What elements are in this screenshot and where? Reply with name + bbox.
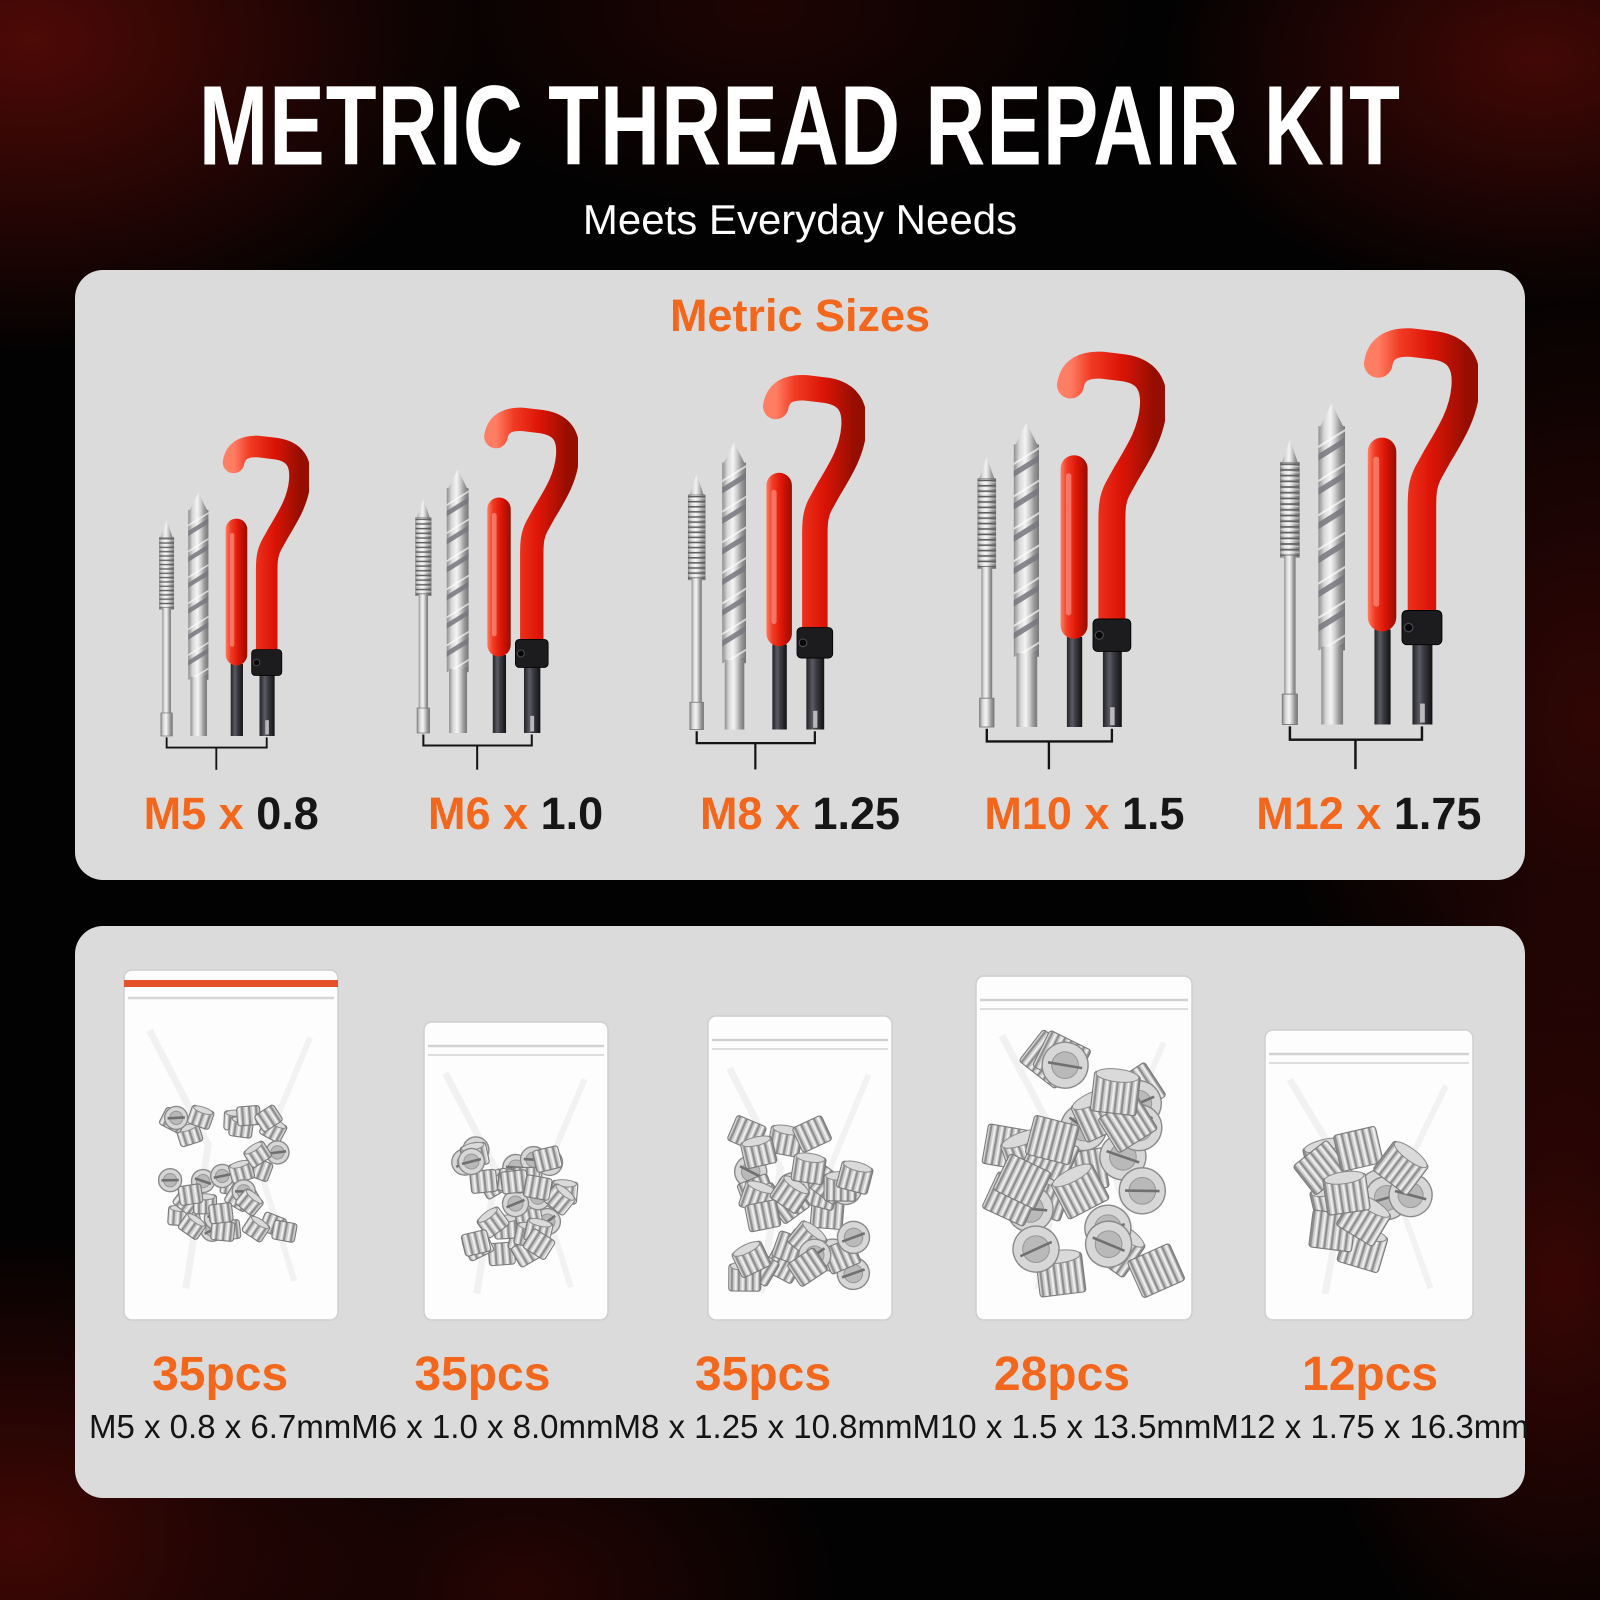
size-label-m10: M10 x 1.5 bbox=[942, 788, 1226, 840]
insert-dims: M8 x 1.25 x 10.8mm bbox=[613, 1408, 913, 1445]
inserts-panel: 35pcs M5 x 0.8 x 6.7mm 35pcs M6 x 1.0 x … bbox=[75, 926, 1529, 1498]
metric-sizes-heading: Metric Sizes bbox=[669, 290, 931, 341]
insert-bags-row bbox=[75, 964, 1525, 1324]
insert-labels-row: 35pcs M5 x 0.8 x 6.7mm 35pcs M6 x 1.0 x … bbox=[75, 1347, 1529, 1446]
insert-bag-photo-m6 bbox=[373, 1018, 657, 1324]
tool-set-photo-m6 bbox=[375, 382, 578, 772]
size-label-m12: M12 x 1.75 bbox=[1227, 788, 1511, 840]
tool-set-photo-m12 bbox=[1231, 297, 1478, 772]
insert-dims: M6 x 1.0 x 8.0mm bbox=[351, 1408, 614, 1445]
insert-label-m10: 28pcs M10 x 1.5 x 13.5mm bbox=[912, 1347, 1211, 1446]
insert-count: 12pcs bbox=[1302, 1347, 1439, 1401]
size-label-m5: M5 x 0.8 bbox=[89, 788, 373, 840]
metric-sizes-panel: Metric Sizes M5 x 0.8 M6 x 1.0 M8 x 1.25… bbox=[75, 270, 1525, 880]
size-label-m8: M8 x 1.25 bbox=[658, 788, 942, 840]
size-label-pitch: 1.75 bbox=[1393, 788, 1482, 839]
insert-label-m6: 35pcs M6 x 1.0 x 8.0mm bbox=[351, 1347, 613, 1446]
page-subtitle: Meets Everyday Needs bbox=[582, 196, 1018, 243]
size-label-thread: M8 x bbox=[699, 788, 800, 839]
size-label-thread: M12 x bbox=[1256, 788, 1382, 839]
size-label-thread: M10 x bbox=[984, 788, 1110, 839]
insert-bag-photo-m5 bbox=[89, 966, 373, 1324]
tool-sets-row bbox=[75, 297, 1525, 772]
insert-bag-photo-m12 bbox=[1227, 1026, 1511, 1324]
insert-count: 35pcs bbox=[414, 1347, 551, 1401]
insert-dims: M12 x 1.75 x 16.3mm bbox=[1211, 1408, 1529, 1445]
size-labels-row: M5 x 0.8 M6 x 1.0 M8 x 1.25 M10 x 1.5 M1… bbox=[75, 788, 1525, 840]
size-label-thread: M5 x bbox=[143, 788, 244, 839]
tool-set-photo-m5 bbox=[122, 412, 310, 772]
size-label-pitch: 1.5 bbox=[1121, 788, 1185, 839]
insert-label-m8: 35pcs M8 x 1.25 x 10.8mm bbox=[614, 1347, 913, 1446]
insert-count: 28pcs bbox=[993, 1347, 1130, 1401]
insert-dims: M5 x 0.8 x 6.7mm bbox=[89, 1408, 352, 1445]
insert-count: 35pcs bbox=[152, 1347, 289, 1401]
insert-label-m5: 35pcs M5 x 0.8 x 6.7mm bbox=[89, 1347, 351, 1446]
page-title: METRIC THREAD REPAIR KIT bbox=[198, 62, 1402, 189]
size-label-thread: M6 x bbox=[428, 788, 529, 839]
size-label-m6: M6 x 1.0 bbox=[373, 788, 657, 840]
insert-count: 35pcs bbox=[694, 1347, 832, 1401]
size-label-pitch: 1.25 bbox=[812, 788, 901, 839]
size-label-pitch: 0.8 bbox=[256, 788, 319, 839]
size-label-pitch: 1.0 bbox=[540, 788, 604, 839]
tool-set-photo-m10 bbox=[931, 322, 1165, 772]
insert-bag-photo-m8 bbox=[658, 1012, 942, 1324]
insert-label-m12: 12pcs M12 x 1.75 x 16.3mm bbox=[1211, 1347, 1528, 1446]
insert-bag-photo-m10 bbox=[942, 972, 1226, 1324]
tool-set-photo-m8 bbox=[644, 347, 865, 772]
header: METRIC THREAD REPAIR KIT Meets Everyday … bbox=[0, 0, 1600, 244]
insert-dims: M10 x 1.5 x 13.5mm bbox=[912, 1408, 1212, 1445]
